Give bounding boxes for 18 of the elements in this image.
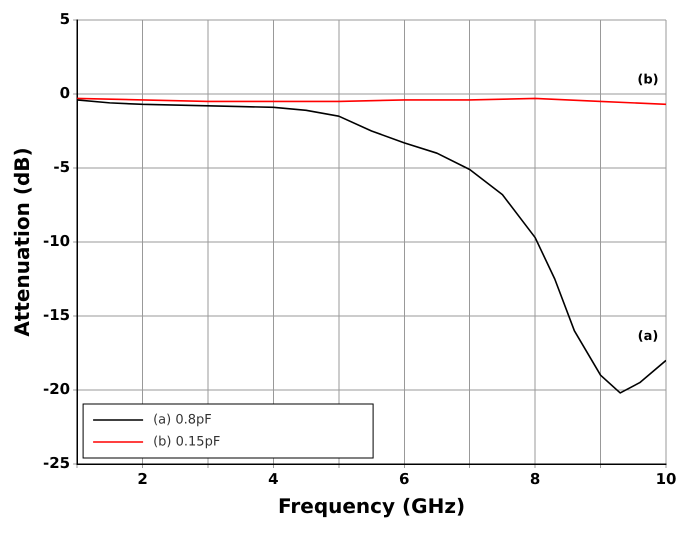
y-tick-label: -5 xyxy=(53,158,70,176)
y-tick-label: 0 xyxy=(60,84,70,102)
annotation: (b) xyxy=(637,72,659,88)
y-tick-label: -20 xyxy=(42,380,70,398)
y-tick-label: -10 xyxy=(42,232,70,250)
x-axis-title: Frequency (GHz) xyxy=(278,494,466,518)
x-tick-label: 4 xyxy=(268,470,279,488)
x-tick-label: 10 xyxy=(656,470,676,488)
x-tick-label: 6 xyxy=(399,470,410,488)
y-axis-title: Attenuation (dB) xyxy=(10,147,34,337)
legend-label: (a) 0.8pF xyxy=(153,412,212,428)
x-tick-label: 8 xyxy=(530,470,540,488)
annotation: (a) xyxy=(638,328,658,344)
x-tick-label: 2 xyxy=(137,470,148,488)
y-tick-label: -15 xyxy=(42,306,70,324)
y-tick-label: -25 xyxy=(42,454,70,472)
y-tick-label: 5 xyxy=(60,10,70,28)
legend-label: (b) 0.15pF xyxy=(153,434,220,450)
